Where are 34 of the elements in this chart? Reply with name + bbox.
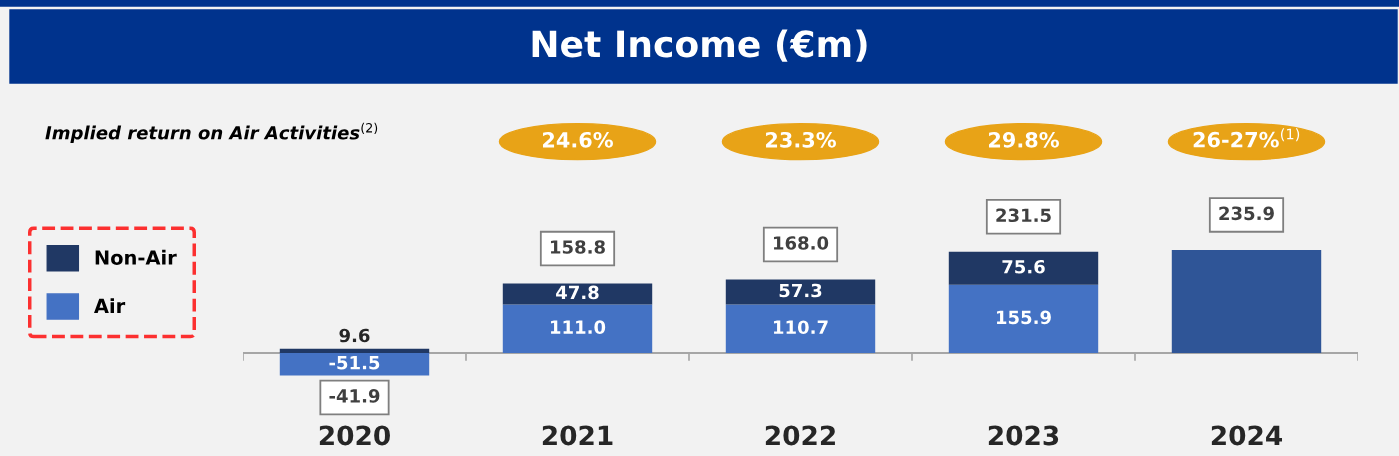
bar (948, 251, 1099, 285)
bar (725, 304, 876, 353)
x-tick-label: 2020 (319, 425, 390, 446)
text: 26-27%$^{(1)}$ (1193, 128, 1300, 148)
data-label: 75.6 (1002, 259, 1045, 274)
text: 23.3% (766, 131, 836, 148)
bar (725, 279, 876, 305)
text: 29.8% (989, 131, 1059, 148)
x-tick-label: 2024 (1211, 425, 1283, 446)
legend-label: Air (94, 298, 126, 313)
data-label: 155.9 (996, 310, 1051, 325)
bar (279, 352, 430, 376)
data-label: 57.3 (779, 283, 822, 298)
text: Implied return on Air Activities$^{(2)}$ (45, 122, 378, 144)
data-label: -51.5 (329, 356, 380, 370)
x-tick-label: 2023 (988, 425, 1059, 446)
data-label: 47.8 (556, 285, 599, 300)
bar (279, 348, 430, 353)
x-tick-label: 2021 (542, 425, 613, 446)
data-label: 9.6 (339, 328, 370, 343)
total-label: 158.8 (550, 240, 605, 254)
total-label: 168.0 (773, 236, 829, 250)
legend-label: Non-Air (95, 249, 177, 265)
bar (502, 304, 653, 353)
chart-title: Net Income (€m) (532, 29, 867, 62)
x-tick-label: 2022 (765, 425, 835, 446)
data-label: 111.0 (550, 320, 606, 334)
bar (1171, 249, 1322, 353)
total-label: -41.9 (329, 389, 380, 403)
total-label: 231.5 (996, 208, 1051, 223)
bar (948, 284, 1099, 353)
data-label: 110.7 (773, 320, 828, 335)
text: 24.6% (543, 131, 613, 148)
total-label: 235.9 (1219, 206, 1274, 221)
